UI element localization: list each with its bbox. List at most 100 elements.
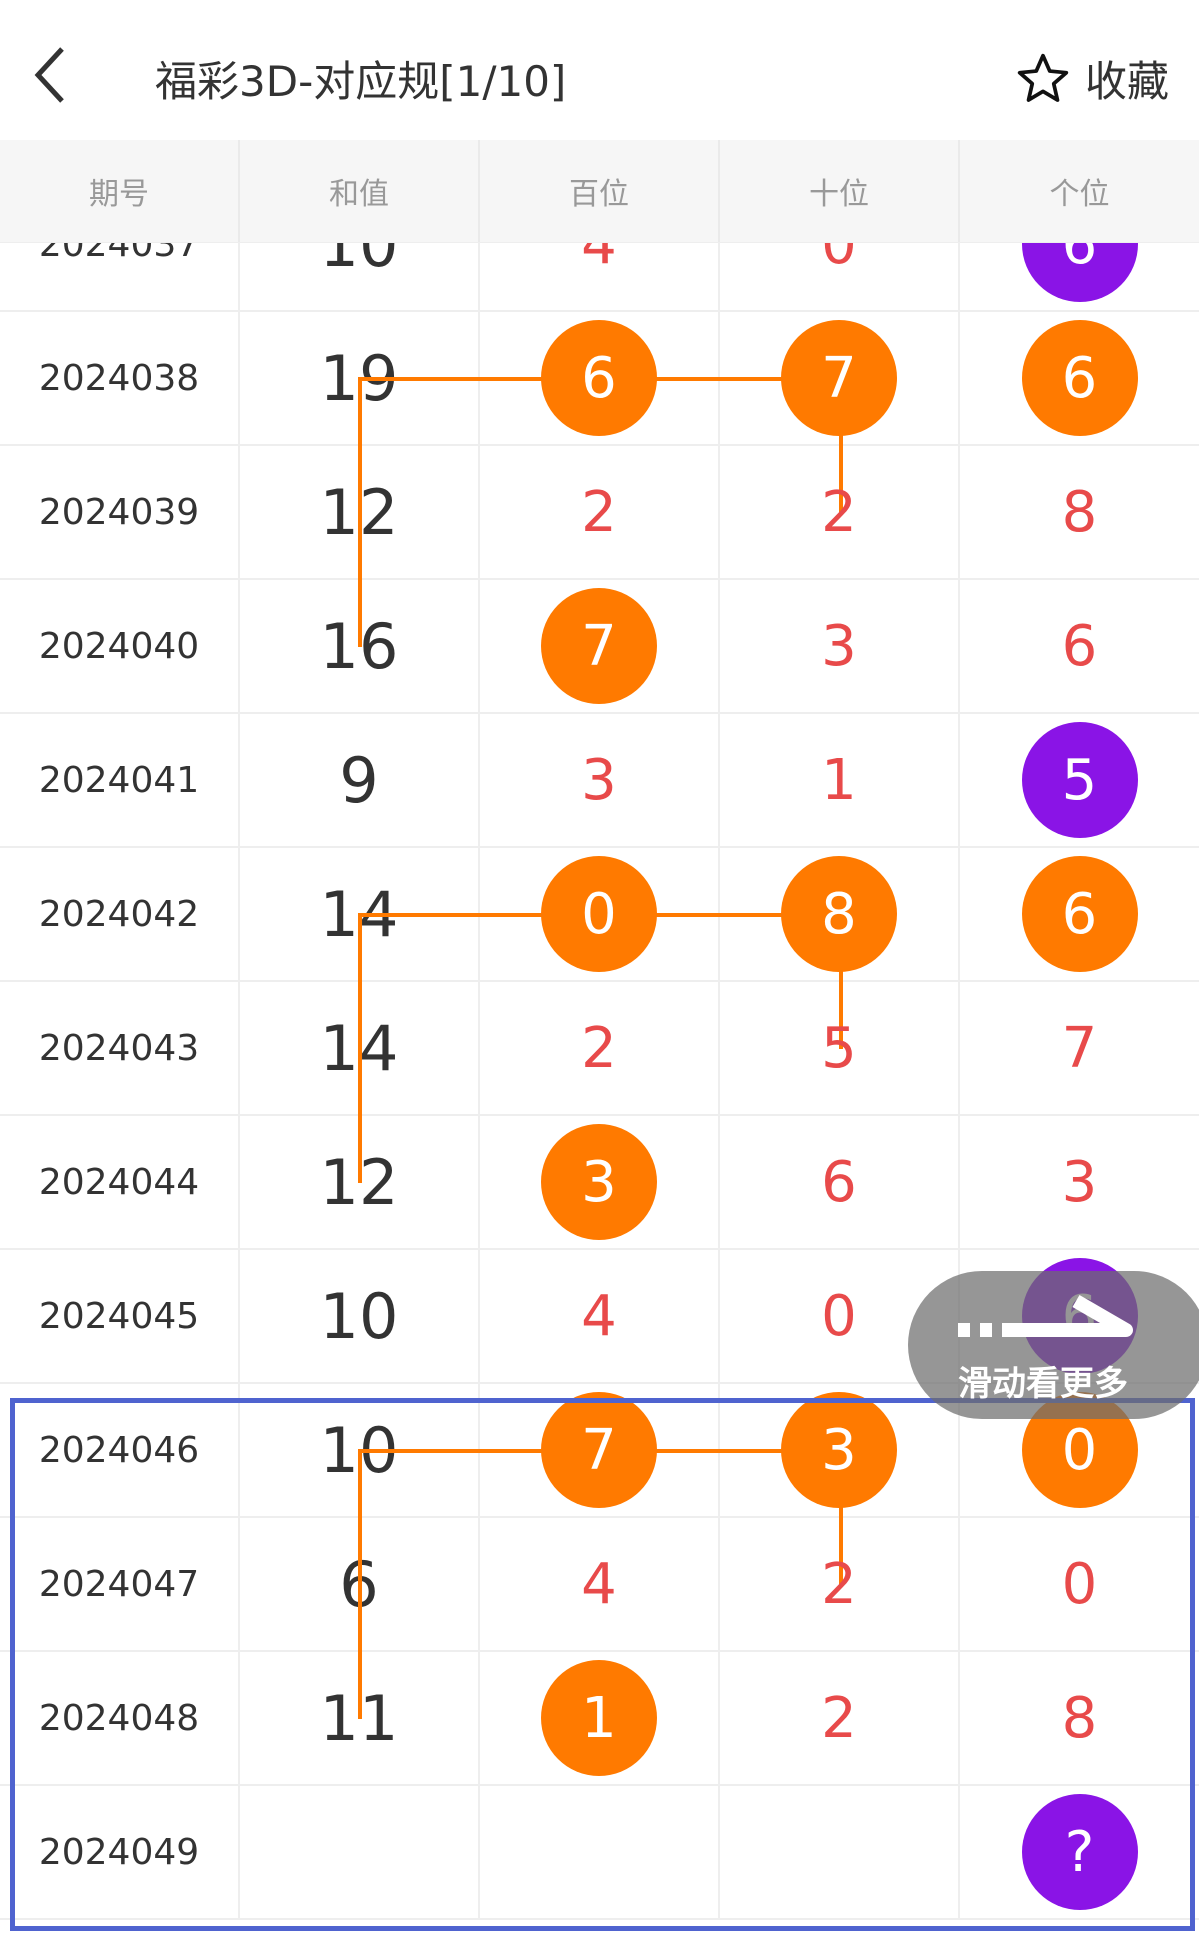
top-bar: 福彩3D-对应规[1/10] 收藏 (0, 0, 1199, 140)
purple-ball: ? (1021, 1794, 1138, 1910)
table-row: 2024048 11 1 2 8 (0, 1652, 1199, 1786)
swipe-hint[interactable]: 滑动看更多 (908, 1271, 1199, 1419)
tens-cell: 2 (720, 1518, 960, 1650)
table-row: 2024047 6 4 2 0 (0, 1518, 1199, 1652)
period-number: 2024041 (38, 759, 200, 801)
digit: 1 (821, 747, 857, 813)
digit: 3 (1061, 1149, 1098, 1215)
digit: 5 (821, 1015, 857, 1081)
period-number: 2024049 (38, 1831, 200, 1873)
orange-ball: 6 (541, 320, 657, 436)
units-cell: 6 (960, 312, 1199, 444)
sum-cell: 19 (240, 312, 480, 444)
table-body[interactable]: 2024037 10 4 0 6 2024038 19 6 7 6 2024039 12 2 2 8 2024… (0, 178, 1199, 1920)
favorite-label: 收藏 (1084, 57, 1169, 106)
units-cell: 3 (960, 1116, 1199, 1248)
hundreds-cell: 3 (480, 1116, 720, 1248)
tens-cell: 3 (720, 1384, 960, 1516)
period-number: 2024045 (38, 1295, 200, 1337)
units-cell: 5 (960, 714, 1199, 846)
column-header-hundreds: 百位 (480, 140, 720, 242)
period-cell: 2024047 (0, 1518, 240, 1650)
period-cell: 2024048 (0, 1652, 240, 1784)
chevron-left-icon[interactable] (30, 45, 80, 105)
orange-ball: 3 (781, 1392, 897, 1508)
period-number: 2024048 (38, 1697, 200, 1739)
orange-ball: 0 (541, 856, 657, 972)
hundreds-cell: 7 (480, 580, 720, 712)
tens-cell: 5 (720, 982, 960, 1114)
sum-cell: 10 (240, 1250, 480, 1382)
digit: 2 (581, 1015, 617, 1081)
tens-cell: 2 (720, 446, 960, 578)
star-outline-icon (1017, 53, 1069, 102)
tens-cell: 3 (720, 580, 960, 712)
table-row: 2024040 16 7 3 6 (0, 580, 1199, 714)
sum-cell: 11 (240, 1652, 480, 1784)
period-cell: 2024041 (0, 714, 240, 846)
digit: 6 (821, 1149, 857, 1215)
tens-cell: 7 (720, 312, 960, 444)
swipe-arrow-icon (958, 1294, 1133, 1337)
table-header: 期号 和值 百位 十位 个位 (0, 140, 1199, 243)
sum-value: 10 (319, 1413, 399, 1487)
orange-ball: 7 (541, 1392, 657, 1508)
hundreds-cell (480, 1786, 720, 1918)
digit: 8 (1061, 1685, 1098, 1751)
hundreds-cell: 0 (480, 848, 720, 980)
digit: 4 (581, 1551, 617, 1617)
table-row: 2024041 9 3 1 5 (0, 714, 1199, 848)
digit: 4 (581, 1283, 617, 1349)
units-cell: 0 (960, 1518, 1199, 1650)
hundreds-cell: 1 (480, 1652, 720, 1784)
digit: 2 (821, 1551, 857, 1617)
sum-cell: 6 (240, 1518, 480, 1650)
sum-cell: 10 (240, 1384, 480, 1516)
digit: 6 (1061, 613, 1098, 679)
favorite-button[interactable]: 收藏 (1015, 48, 1169, 109)
column-header-sum: 和值 (240, 140, 480, 242)
period-number: 2024047 (38, 1563, 200, 1605)
period-number: 2024042 (38, 893, 200, 935)
sum-value: 9 (339, 743, 379, 817)
column-header-period: 期号 (0, 140, 240, 242)
sum-value: 16 (319, 609, 399, 683)
period-number: 2024039 (38, 491, 200, 533)
tens-cell: 6 (720, 1116, 960, 1248)
orange-ball: 1 (541, 1660, 657, 1776)
table-row: 2024043 14 2 5 7 (0, 982, 1199, 1116)
sum-cell: 16 (240, 580, 480, 712)
hundreds-cell: 2 (480, 446, 720, 578)
sum-cell: 14 (240, 982, 480, 1114)
hundreds-cell: 4 (480, 1518, 720, 1650)
table-row: 2024044 12 3 6 3 (0, 1116, 1199, 1250)
digit: 2 (581, 479, 617, 545)
column-header-units: 个位 (1049, 177, 1110, 212)
period-cell: 2024042 (0, 848, 240, 980)
sum-value: 11 (319, 1681, 399, 1755)
units-cell: 8 (960, 1652, 1199, 1784)
period-cell: 2024046 (0, 1384, 240, 1516)
column-header-tens: 十位 (720, 140, 960, 242)
table-row: 2024038 19 6 7 6 (0, 312, 1199, 446)
page-title: 福彩3D-对应规[1/10] (155, 57, 567, 106)
orange-ball: 6 (1021, 856, 1138, 972)
units-cell: 6 (960, 848, 1199, 980)
table-row: 2024042 14 0 8 6 (0, 848, 1199, 982)
orange-ball: 6 (1021, 320, 1138, 436)
period-number: 2024044 (38, 1161, 200, 1203)
digit: 0 (821, 1283, 857, 1349)
hundreds-cell: 7 (480, 1384, 720, 1516)
hundreds-cell: 2 (480, 982, 720, 1114)
swipe-hint-label: 滑动看更多 (958, 1364, 1128, 1404)
units-cell: 8 (960, 446, 1199, 578)
tens-cell: 8 (720, 848, 960, 980)
period-cell: 2024045 (0, 1250, 240, 1382)
period-cell: 2024044 (0, 1116, 240, 1248)
sum-value: 6 (339, 1547, 379, 1621)
sum-value: 12 (319, 475, 399, 549)
period-cell: 2024039 (0, 446, 240, 578)
digit: 0 (1061, 1551, 1098, 1617)
period-number: 2024038 (38, 357, 200, 399)
orange-ball: 7 (541, 588, 657, 704)
